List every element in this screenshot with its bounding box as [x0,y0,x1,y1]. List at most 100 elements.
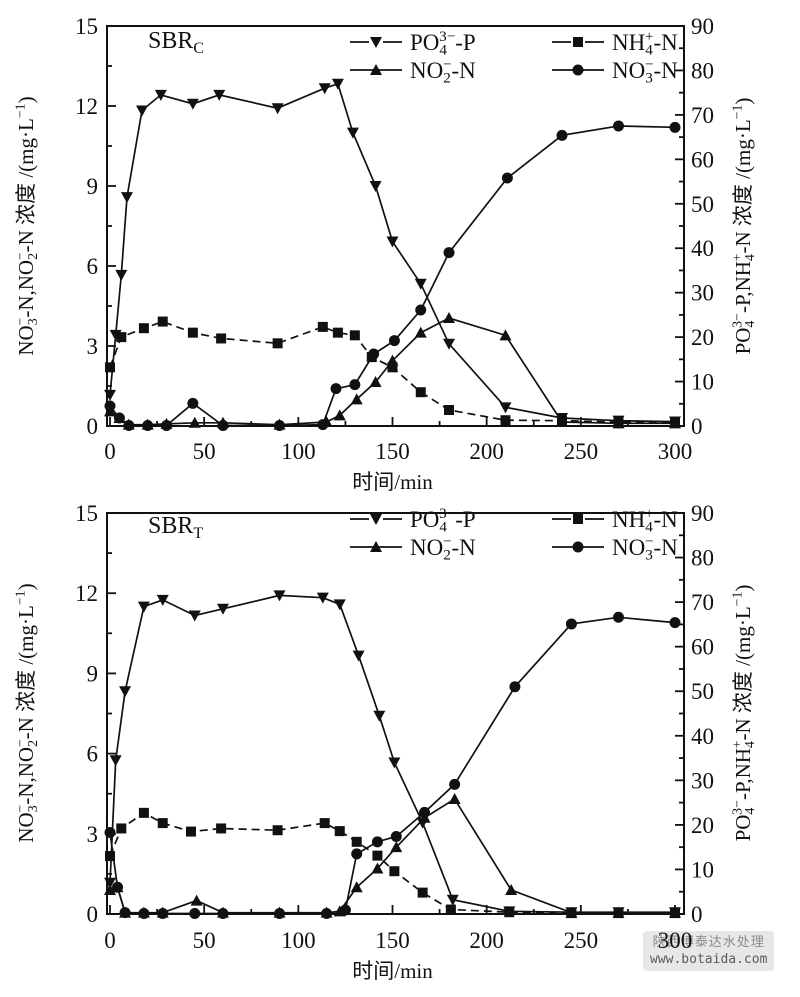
left-tick-label: 15 [75,14,98,39]
left-tick-label: 15 [75,501,98,526]
legend-label-po4: PO43−-P [410,505,476,536]
no3-marker [388,335,400,347]
no2-marker [386,354,399,366]
nh4-marker [351,836,362,847]
po4-legend-marker [370,514,382,525]
left-tick-label: 6 [87,742,99,767]
po4-marker [154,89,167,101]
po4-marker [352,650,365,662]
no3-marker [565,618,577,630]
no2-marker [188,416,201,428]
series-markers-no3 [104,120,681,431]
no3-marker [321,907,333,919]
right-tick-label: 60 [691,147,714,172]
no2-marker [612,417,625,429]
x-tick-label: 100 [281,439,316,464]
no3-marker [113,412,125,424]
po4-marker [373,710,386,722]
chart-sbr-c: 0 50 100 150 200 250 3000369121501020304050607… [14,14,759,494]
po4-marker [414,278,427,290]
nh4-marker [216,823,227,834]
no3-marker [449,778,461,790]
no3-marker [613,611,624,623]
no2-marker [190,894,203,906]
no2-marker [448,793,461,805]
po4-marker [271,103,284,115]
no3-marker [339,904,351,916]
legend-entry-no2: NO2−-N [350,56,476,87]
po4-marker [318,83,331,95]
nh4-marker [116,823,127,834]
x-tick-label: 200 [469,928,504,953]
right-tick-label: 70 [691,590,714,615]
po4-marker [217,603,229,615]
left-tick-label: 0 [87,414,99,439]
right-tick-label: 30 [691,768,714,793]
right-tick-label: 90 [691,14,714,39]
nh4-marker [417,887,428,898]
nh4-marker [105,362,115,373]
no3-marker [419,806,431,818]
no3-marker [349,379,361,391]
right-tick-label: 40 [691,236,714,261]
series-line-nh4 [109,320,676,424]
x-tick-label: 300 [658,439,693,464]
left-tick-label: 3 [87,822,99,847]
x-tick-label: 150 [375,928,410,953]
no3-marker [274,907,285,919]
po4-marker [104,389,116,401]
po4-marker [499,402,512,414]
nh4-marker [157,316,168,327]
po4-marker [443,338,455,350]
no2-marker [443,312,455,323]
series-markers-nh4 [105,316,680,428]
axis-ticks [107,512,684,915]
no3-marker [669,617,681,629]
legend-entry-no3: NO3−-N [552,533,678,564]
po4-marker [120,192,133,204]
po4-marker [115,269,128,281]
no2-legend-marker [370,64,382,75]
nh4-marker [444,405,454,415]
nh4-marker [372,850,383,861]
no2-marker [350,881,363,893]
legend-label-no2: NO2−-N [410,533,476,564]
right-axis-title: PO43−-P,NH4+-N 浓度 /(mg·L−1) [731,98,759,355]
legend-entry-no3: NO3−-N [552,56,678,87]
right-tick-label: 80 [691,546,714,571]
nh4-marker [138,323,149,334]
x-tick-label: 150 [375,439,410,464]
no3-marker [138,907,150,919]
no3-marker [142,419,154,431]
x-tick-label: 0 [104,928,116,953]
right-tick-label: 10 [691,857,714,882]
plot-frame [106,512,685,915]
right-tick-label: 30 [691,281,714,306]
po4-marker [188,610,201,622]
nh4-marker [332,327,343,338]
nh4-marker [389,866,400,877]
po4-legend-marker [370,37,382,48]
po4-marker [388,757,401,769]
panel-label: SBRT [148,513,203,542]
no3-legend-marker [572,541,584,553]
x-tick-label: 300 [658,928,693,953]
no3-marker [613,120,624,132]
nh4-marker [349,330,360,341]
no2-marker [669,906,681,918]
right-tick-label: 50 [691,192,714,217]
no3-marker [390,830,402,842]
right-tick-label: 50 [691,679,714,704]
x-tick-label: 100 [281,928,316,953]
no2-marker [371,862,384,874]
nh4-marker [334,826,345,837]
left-tick-label: 9 [87,661,99,686]
watermark-text-cn: 陕西博泰达水处理 [652,934,765,949]
panel-label: SBRC [148,28,204,57]
po4-marker [213,89,226,101]
nh4-legend-marker [573,37,583,47]
nh4-legend-marker [573,514,583,524]
no3-marker [104,826,116,838]
x-tick-label: 250 [564,439,599,464]
no3-marker [161,419,172,431]
